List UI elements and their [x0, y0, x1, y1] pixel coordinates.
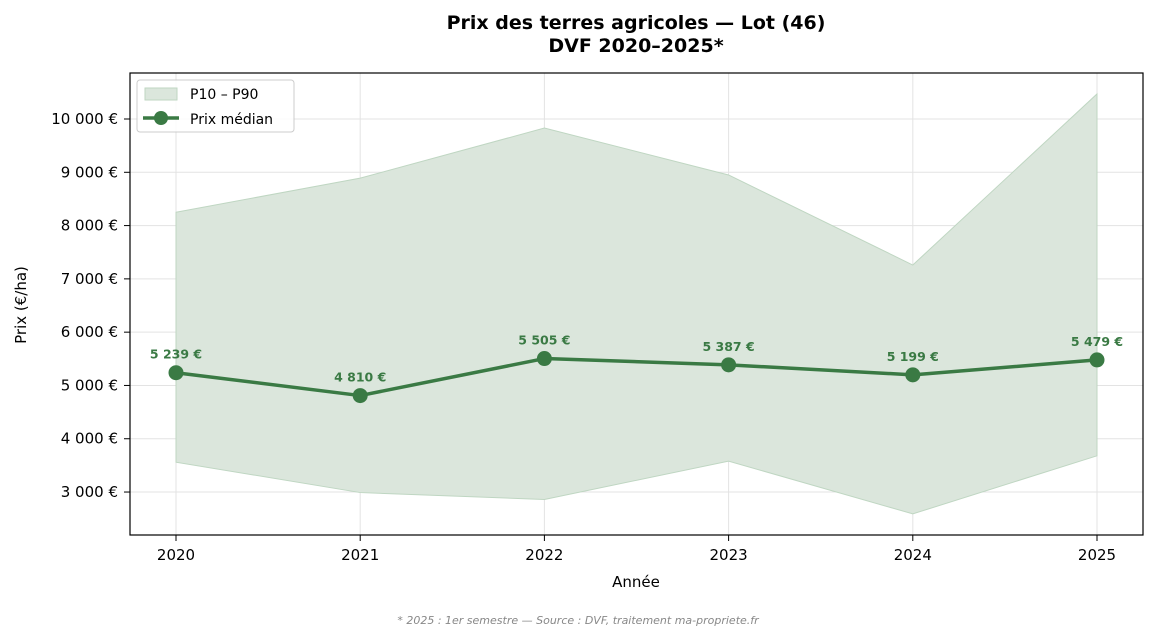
y-tick-label: 9 000 € [61, 163, 118, 181]
legend-median-label: Prix médian [190, 112, 273, 128]
y-axis-label: Prix (€/ha) [12, 266, 30, 344]
x-axis-ticks: 2020 2021 2022 2023 2024 2025 [157, 535, 1116, 564]
x-axis-label: Année [612, 573, 660, 591]
marker-swatch-icon [154, 111, 168, 125]
median-value-label: 5 199 € [887, 349, 939, 364]
median-value-label: 5 479 € [1071, 334, 1123, 349]
y-tick-label: 7 000 € [61, 270, 118, 288]
median-value-label: 4 810 € [334, 370, 386, 385]
y-tick-label: 10 000 € [51, 110, 118, 128]
median-value-label: 5 505 € [518, 333, 570, 348]
legend: P10 – P90 Prix médian [136, 79, 295, 133]
median-value-label: 5 387 € [702, 339, 754, 354]
median-marker [905, 367, 921, 383]
median-markers [168, 351, 1105, 404]
x-tick-label: 2024 [894, 546, 932, 564]
x-tick-label: 2023 [710, 546, 748, 564]
median-line [175, 356, 1098, 398]
median-marker [352, 388, 368, 404]
data-labels: 5 239 € 4 810 € 5 505 € 5 387 € 5 199 € 5 479… [150, 333, 1123, 385]
x-tick-label: 2022 [525, 546, 563, 564]
x-tick-label: 2021 [341, 546, 379, 564]
y-tick-label: 6 000 € [61, 323, 118, 341]
chart-subtitle: DVF 2020–2025* [548, 35, 723, 57]
y-tick-label: 5 000 € [61, 376, 118, 394]
legend-band-label: P10 – P90 [190, 87, 258, 103]
median-marker [168, 365, 184, 381]
y-axis-ticks: 3 000 € 4 000 € 5 000 € 6 000 € 7 000 € 8 000… [51, 110, 130, 501]
plot-frame [129, 72, 1144, 536]
x-tick-label: 2025 [1078, 546, 1116, 564]
p10-p90-band [175, 92, 1098, 515]
chart-title: Prix des terres agricoles — Lot (46) [447, 12, 826, 34]
median-value-label: 5 239 € [150, 347, 202, 362]
median-marker [1089, 352, 1105, 368]
median-marker [536, 351, 552, 367]
x-tick-label: 2020 [157, 546, 195, 564]
y-tick-label: 3 000 € [61, 483, 118, 501]
band-swatch-icon [144, 87, 178, 101]
y-tick-label: 8 000 € [61, 217, 118, 235]
footnote: * 2025 : 1er semestre — Source : DVF, tr… [397, 614, 760, 627]
median-marker [721, 357, 737, 373]
y-tick-label: 4 000 € [61, 430, 118, 448]
